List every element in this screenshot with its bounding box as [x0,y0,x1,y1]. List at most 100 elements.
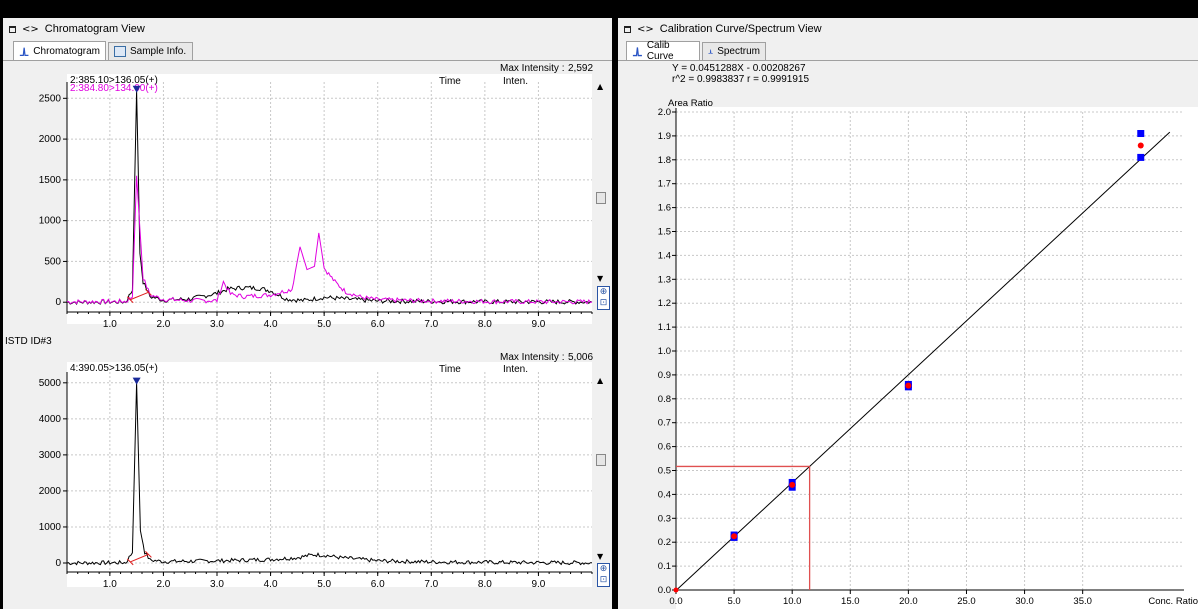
scroll-up-icon[interactable]: ▲ [597,82,604,91]
restore-icon[interactable]: <> [22,23,39,35]
standard-point [1137,153,1145,161]
calibration-plot[interactable] [676,107,1198,609]
window-icon[interactable] [9,25,16,33]
chromatogram-tab-strip: Chromatogram Sample Info. [3,40,612,61]
x-tick-label: 7.0 [424,579,438,590]
x-tick-label: 2.0 [156,319,170,330]
y-tick-label: 0.2 [658,537,671,548]
x-tick-label: 7.0 [424,319,438,330]
x-tick-label: 0.0 [669,596,682,607]
integration-baseline [130,291,149,301]
panel-title: Chromatogram View [44,23,145,35]
max-intensity-value: 5,006 [568,352,594,363]
scroll-down-icon[interactable]: ▼ [597,552,604,561]
peak-icon [19,47,29,56]
istd-label: ISTD ID#3 [5,336,52,347]
bottom-chart-scrollbar[interactable]: ▲ ▼ [594,362,610,587]
y-tick-label: 1500 [39,175,62,186]
x-tick-label: 20.0 [899,596,918,607]
tab-spectrum[interactable]: Spectrum [702,42,766,60]
col-time-label: Time [439,364,461,375]
y-tick-label: 0.7 [658,418,671,429]
x-axis-title: Conc. Ratio [1148,596,1198,607]
mean-point [905,382,912,389]
y-tick-label: 500 [44,256,61,267]
window-icon[interactable] [624,25,631,33]
calibration-tab-strip: Calib Curve Spectrum [618,40,1198,62]
series-line [66,175,593,305]
scroll-down-icon[interactable]: ▼ [597,274,604,283]
scroll-up-icon[interactable]: ▲ [597,376,604,385]
y-tick-label: 0.4 [658,489,671,500]
y-tick-label: 1.2 [658,298,671,309]
y-tick-label: 2000 [39,134,62,145]
y-tick-label: 3000 [39,450,62,461]
x-tick-label: 4.0 [264,579,278,590]
x-tick-label: 4.0 [264,319,278,330]
bottom-chromatogram-plot[interactable]: 4:390.05>136.05(+) Time Inten. [67,362,592,587]
max-intensity-value: 2,592 [568,63,594,74]
y-tick-label: 0.6 [658,442,671,453]
tab-label: Spectrum [717,46,760,57]
scroll-thumb[interactable] [596,454,606,466]
y-tick-label: 0.5 [658,466,671,477]
y-tick-label: 0.3 [658,513,671,524]
y-tick-label: 2.0 [658,107,671,118]
integration-mark [126,551,152,566]
col-inten-label: Inten. [503,364,529,375]
y-tick-label: 1.1 [658,322,671,333]
tab-label: Sample Info. [130,46,187,57]
restore-icon[interactable]: <> [637,23,654,35]
x-tick-label: 25.0 [957,596,976,607]
y-tick-label: 1.0 [658,346,671,357]
y-tick-label: 2000 [39,486,62,497]
integration-baseline [130,553,149,563]
sheet-icon [114,46,126,57]
zoom-icon[interactable]: ⊕ ⊡ [597,563,610,587]
col-inten-label: Inten. [503,76,529,87]
bottom-chromatogram-svg: 1.0 2.0 3.0 4.0 5.0 6.0 7.0 8.0 9.0 0 1000 2000 3000… [39,372,593,590]
y-tick-label: 1.4 [658,250,671,261]
x-tick-label: 35.0 [1073,596,1092,607]
col-time-label: Time [439,76,461,87]
mean-point [789,481,796,488]
y-tick-label: 1.3 [658,274,671,285]
x-tick-label: 5.0 [727,596,740,607]
x-tick-label: 6.0 [371,319,385,330]
chromatogram-view-title-bar: <> Chromatogram View [3,18,612,40]
x-tick-label: 5.0 [317,319,331,330]
x-tick-label: 5.0 [317,579,331,590]
peak-icon [632,46,642,56]
x-tick-label: 9.0 [531,319,545,330]
y-tick-label: 0 [55,297,61,308]
top-chart-scrollbar[interactable]: ▲ ▼ [594,74,610,324]
y-tick-label: 4000 [39,414,62,425]
y-tick-label: 1.6 [658,203,671,214]
y-tick-label: 0.8 [658,394,671,405]
y-tick-label: 5000 [39,378,62,389]
regression-stats: r^2 = 0.9983837 r = 0.9991915 [672,74,810,85]
x-tick-label: 10.0 [783,596,802,607]
y-tick-label: 0.0 [658,585,671,596]
tab-sample-info[interactable]: Sample Info. [108,42,193,60]
panel-title: Calibration Curve/Spectrum View [659,23,822,35]
tab-chromatogram[interactable]: Chromatogram [13,41,106,60]
calibration-view-panel: <> Calibration Curve/Spectrum View Calib… [618,18,1198,609]
y-tick-label: 0.1 [658,561,671,572]
mean-point [1137,142,1144,149]
trace-label-2: 2:384.80>134.00(+) [70,83,158,94]
x-tick-label: 8.0 [478,579,492,590]
tab-calib-curve[interactable]: Calib Curve [626,40,700,62]
zoom-icon[interactable]: ⊕ ⊡ [597,286,610,310]
series-line [66,90,593,306]
x-tick-label: 2.0 [156,579,170,590]
top-chromatogram-plot[interactable]: 2:385.10>136.05(+) 2:384.80>134.00(+) Ti… [67,74,592,324]
origin-point [673,587,679,593]
x-tick-label: 8.0 [478,319,492,330]
y-tick-label: 0 [55,558,61,569]
scroll-thumb[interactable] [596,192,606,204]
regression-equation: Y = 0.0451288X - 0.00208267 [672,63,806,74]
y-tick-label: 0.9 [658,370,671,381]
y-tick-label: 1.7 [658,179,671,190]
x-tick-label: 30.0 [1015,596,1034,607]
